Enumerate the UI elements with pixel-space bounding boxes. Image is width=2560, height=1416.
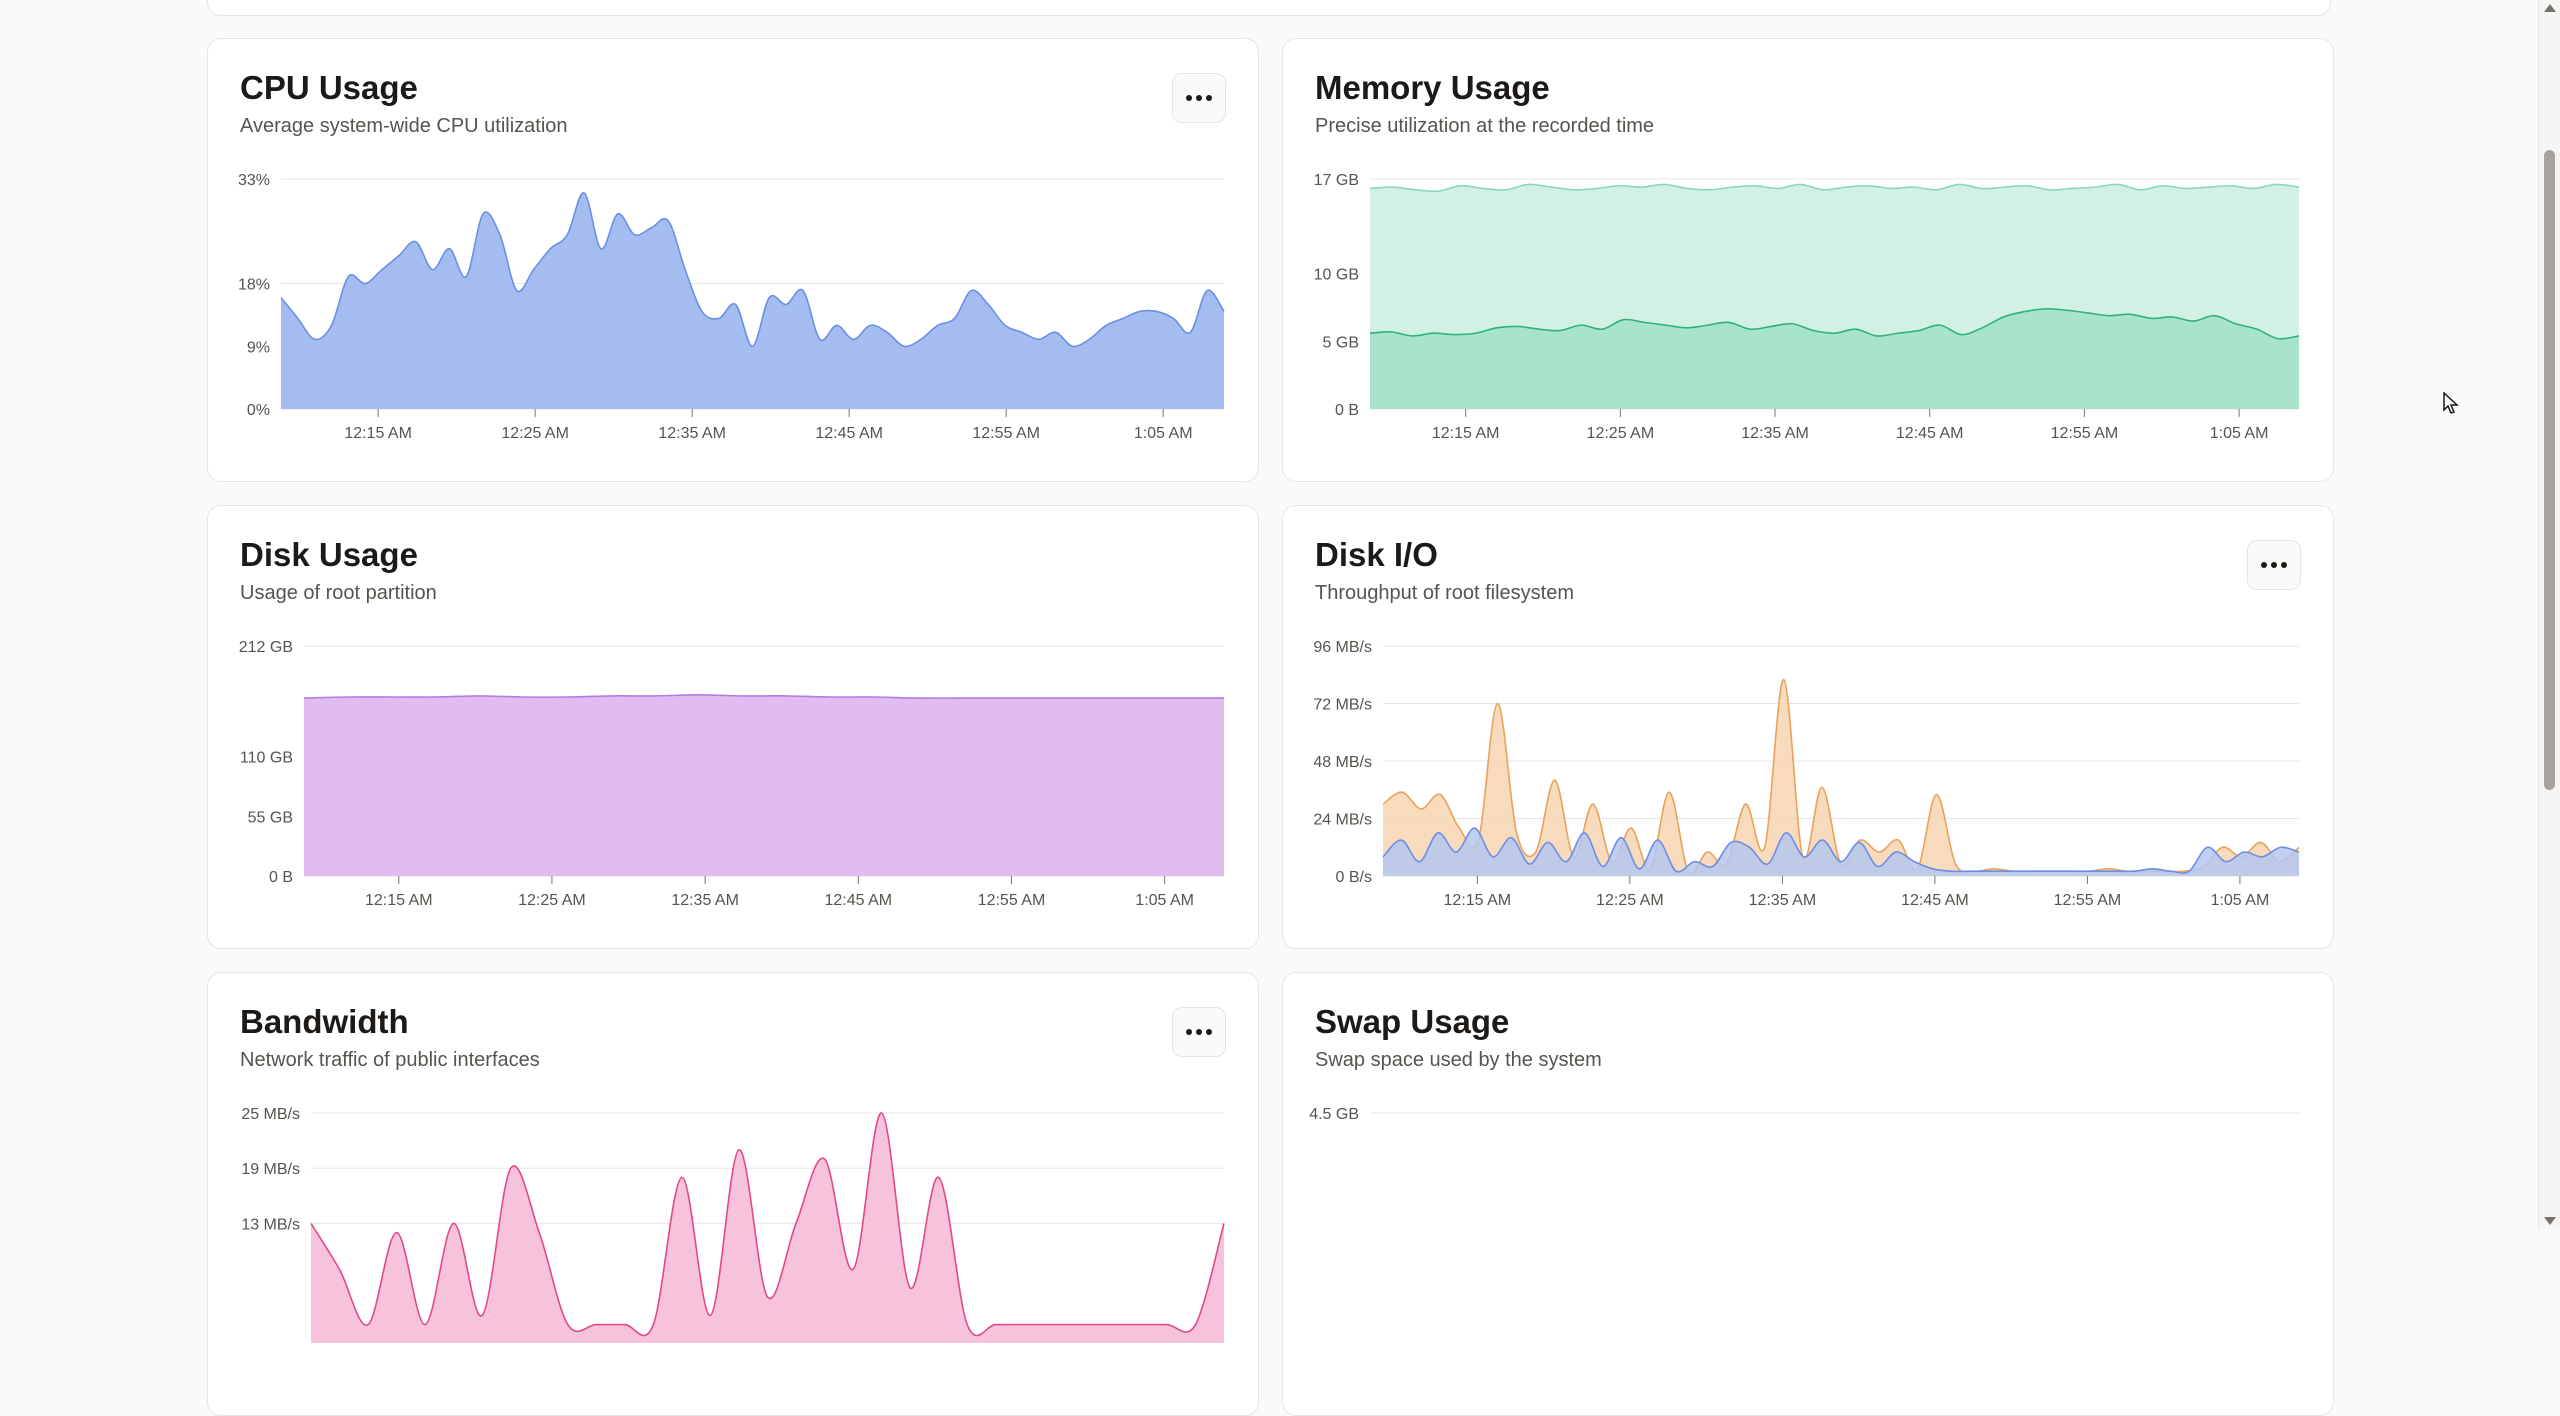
- scrollbar-thumb[interactable]: [2544, 150, 2555, 790]
- series-line: [280, 192, 1225, 348]
- x-tick-label: 12:15 AM: [1444, 892, 1512, 909]
- y-tick-label: 72 MB/s: [1313, 697, 1372, 714]
- y-tick-label: 9%: [247, 339, 270, 356]
- x-tick-label: 1:05 AM: [2211, 892, 2270, 909]
- card-title: Disk I/O: [1315, 536, 1438, 573]
- scroll-down-icon[interactable]: [2544, 1217, 2556, 1225]
- y-tick-label: 0%: [247, 402, 270, 419]
- swap-usage-chart: 4.5 GB: [1309, 1106, 2299, 1123]
- swap-usage-card: Swap Usage Swap space used by the system…: [1282, 972, 2334, 1416]
- y-tick-label: 212 GB: [239, 639, 293, 656]
- y-tick-label: 5 GB: [1323, 334, 1359, 351]
- y-tick-label: 33%: [238, 172, 270, 189]
- card-subtitle: Precise utilization at the recorded time: [1315, 115, 1655, 137]
- disk-usage-card: Disk Usage Usage of root partition 0 B 55…: [207, 505, 1259, 949]
- series-line: [1369, 183, 2300, 193]
- page-scrollbar[interactable]: [2538, 0, 2560, 1229]
- more-options-button[interactable]: [1172, 1007, 1226, 1057]
- y-tick-label: 10 GB: [1314, 267, 1359, 284]
- y-tick-label: 0 B: [1335, 402, 1359, 419]
- series-line: [1382, 678, 2300, 875]
- y-tick-label: 4.5 GB: [1309, 1106, 1359, 1123]
- more-dots-icon: [1186, 1029, 1212, 1035]
- x-tick-label: 12:45 AM: [824, 892, 892, 909]
- more-options-button[interactable]: [2247, 540, 2301, 590]
- y-tick-label: 0 B/s: [1336, 869, 1372, 886]
- disk-usage-chart: 0 B 55 GB 110 GB 212 GB 12:15 AM 12:25 AM 12:3…: [239, 639, 1224, 909]
- card-title: Swap Usage: [1315, 1003, 1510, 1040]
- x-tick-label: 12:35 AM: [1741, 425, 1809, 442]
- card-subtitle: Throughput of root filesystem: [1315, 582, 1575, 604]
- more-dots-icon: [1186, 95, 1212, 101]
- y-tick-label: 17 GB: [1314, 172, 1359, 189]
- x-tick-label: 12:25 AM: [1587, 425, 1655, 442]
- x-tick-label: 12:45 AM: [1901, 892, 1969, 909]
- more-options-button[interactable]: [1172, 73, 1226, 123]
- card-subtitle: Swap space used by the system: [1315, 1049, 1602, 1071]
- y-tick-label: 18%: [238, 277, 270, 294]
- y-tick-label: 0 B: [269, 869, 293, 886]
- y-tick-label: 19 MB/s: [241, 1161, 300, 1178]
- y-tick-label: 110 GB: [240, 750, 293, 767]
- x-tick-label: 12:25 AM: [501, 425, 569, 442]
- card-title: Memory Usage: [1315, 69, 1550, 106]
- x-tick-label: 12:25 AM: [1596, 892, 1664, 909]
- mouse-cursor-icon: [2443, 392, 2459, 414]
- y-tick-label: 24 MB/s: [1313, 812, 1372, 829]
- card-subtitle: Usage of root partition: [240, 582, 437, 604]
- series-line: [303, 694, 1224, 699]
- x-tick-label: 12:55 AM: [972, 425, 1040, 442]
- x-tick-label: 12:35 AM: [658, 425, 726, 442]
- x-tick-label: 1:05 AM: [1135, 892, 1194, 909]
- x-tick-label: 12:45 AM: [815, 425, 883, 442]
- y-tick-label: 48 MB/s: [1313, 754, 1372, 771]
- series-area: [1383, 828, 2299, 876]
- x-tick-label: 1:05 AM: [2210, 425, 2269, 442]
- series-area: [304, 694, 1224, 876]
- card-title: CPU Usage: [240, 69, 418, 106]
- y-tick-label: 25 MB/s: [241, 1106, 300, 1123]
- card-title: Bandwidth: [240, 1003, 409, 1040]
- x-tick-label: 12:55 AM: [2051, 425, 2119, 442]
- series-line: [1382, 827, 2300, 874]
- series-line: [1369, 308, 2300, 340]
- x-tick-label: 12:55 AM: [978, 892, 1046, 909]
- memory-usage-card: Memory Usage Precise utilization at the …: [1282, 38, 2334, 482]
- cpu-usage-chart: 0% 9% 18% 33% 12:15 AM 12:25 AM 12:35 AM 12:45 …: [238, 172, 1225, 442]
- previous-card: [207, 0, 2331, 16]
- x-tick-label: 12:15 AM: [344, 425, 412, 442]
- series-area: [281, 192, 1224, 409]
- scroll-up-icon[interactable]: [2544, 4, 2556, 12]
- card-subtitle: Network traffic of public interfaces: [240, 1049, 540, 1071]
- disk-io-chart: 0 B/s 24 MB/s 48 MB/s 72 MB/s 96 MB/s 12:15 A…: [1313, 639, 2300, 909]
- more-dots-icon: [2261, 562, 2287, 568]
- y-tick-label: 13 MB/s: [241, 1216, 300, 1233]
- x-tick-label: 12:45 AM: [1896, 425, 1964, 442]
- disk-io-card: Disk I/O Throughput of root filesystem 0…: [1282, 505, 2334, 949]
- cpu-usage-card: CPU Usage Average system-wide CPU utiliz…: [207, 38, 1259, 482]
- card-subtitle: Average system-wide CPU utilization: [240, 115, 568, 137]
- y-tick-label: 55 GB: [248, 809, 293, 826]
- x-tick-label: 12:55 AM: [2054, 892, 2122, 909]
- x-tick-label: 12:15 AM: [365, 892, 433, 909]
- x-tick-label: 12:35 AM: [1749, 892, 1817, 909]
- x-tick-label: 12:15 AM: [1432, 425, 1500, 442]
- card-title: Disk Usage: [240, 536, 418, 573]
- memory-usage-chart: 0 B 5 GB 10 GB 17 GB 12:15 AM 12:25 AM 12:35 A…: [1314, 172, 2300, 442]
- x-tick-label: 12:35 AM: [671, 892, 739, 909]
- x-tick-label: 12:25 AM: [518, 892, 586, 909]
- bandwidth-chart: 13 MB/s 19 MB/s 25 MB/s: [241, 1106, 1225, 1343]
- x-tick-label: 1:05 AM: [1134, 425, 1193, 442]
- y-tick-label: 96 MB/s: [1313, 639, 1372, 656]
- series-area: [1370, 308, 2299, 409]
- bandwidth-card: Bandwidth Network traffic of public inte…: [207, 972, 1259, 1416]
- series-area: [311, 1112, 1224, 1343]
